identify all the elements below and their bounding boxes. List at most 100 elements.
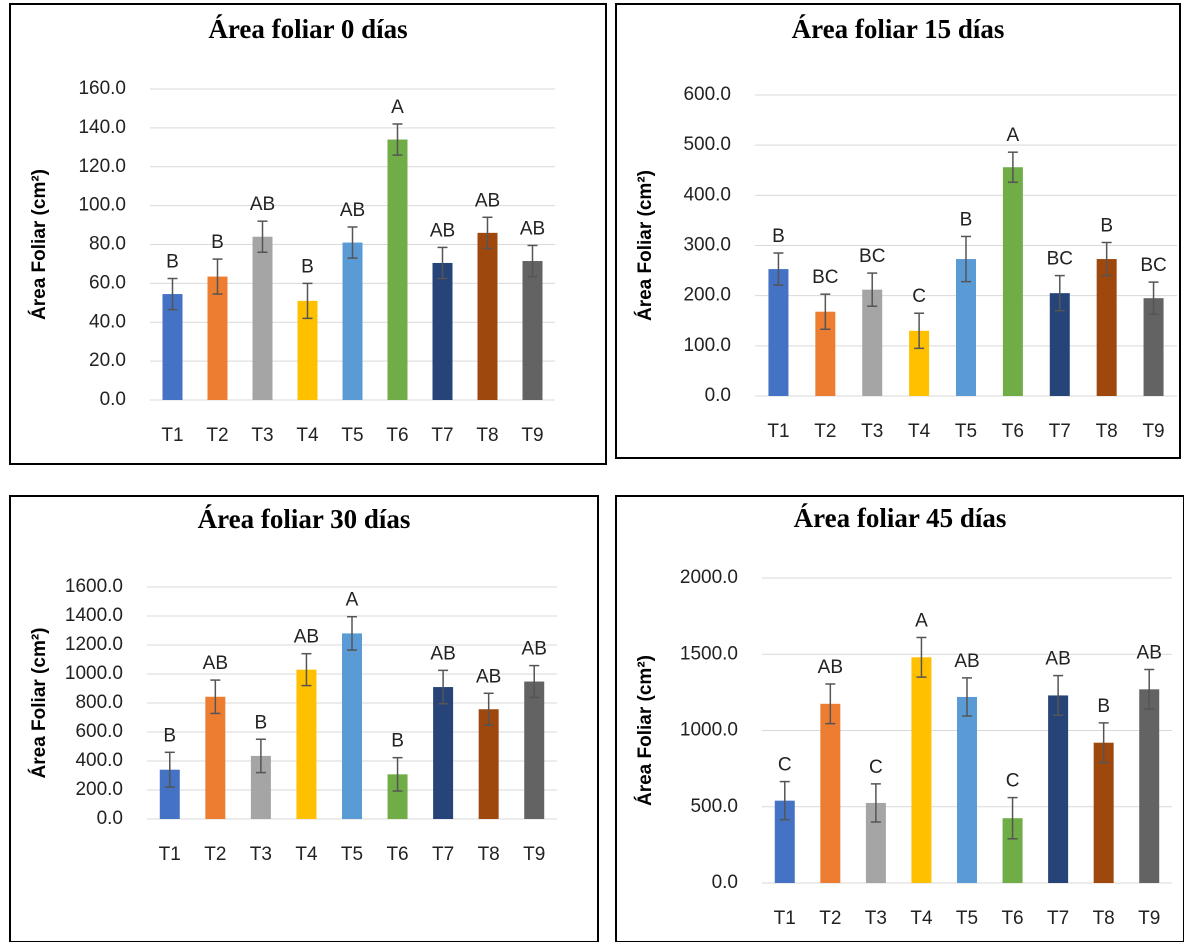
x-tick-label: T1 xyxy=(767,421,789,442)
bar xyxy=(296,669,317,819)
x-tick-label: T6 xyxy=(1001,908,1023,929)
bar xyxy=(909,330,930,396)
x-tick-label: T8 xyxy=(1093,908,1115,929)
y-tick-label: 0.0 xyxy=(712,872,738,893)
bar xyxy=(957,696,977,883)
y-tick-label: 140.0 xyxy=(78,117,126,138)
y-tick-label: 20.0 xyxy=(89,350,126,371)
significance-letter: AB xyxy=(818,657,843,678)
bar xyxy=(1139,689,1160,883)
chart-frame xyxy=(615,3,1181,459)
x-tick-label: T9 xyxy=(1142,421,1164,442)
x-tick-label: T1 xyxy=(159,844,181,865)
bar xyxy=(342,242,363,400)
x-tick-label: T4 xyxy=(295,844,318,865)
bar xyxy=(433,687,454,819)
y-tick-label: 600.0 xyxy=(683,84,731,105)
bar xyxy=(774,800,795,883)
significance-letter: B xyxy=(960,209,973,230)
y-axis-label: Área Foliar (cm²) xyxy=(634,655,656,806)
bar xyxy=(524,681,545,819)
bar xyxy=(1143,298,1164,396)
y-tick-label: 0.0 xyxy=(100,389,126,410)
chart-title: Área foliar 30 días xyxy=(198,504,411,534)
bar xyxy=(1002,167,1023,396)
y-axis-label: Área Foliar (cm²) xyxy=(28,628,50,779)
chart: Área foliar 30 días Área Foliar (cm²) 0.0 2… xyxy=(9,495,599,943)
x-tick-label: T6 xyxy=(1002,421,1024,442)
y-tick-label: 0.0 xyxy=(705,385,731,406)
y-tick-label: 100.0 xyxy=(78,195,126,216)
significance-letter: B xyxy=(255,712,268,733)
significance-letter: AB xyxy=(475,190,500,211)
x-tick-label: T3 xyxy=(251,425,273,446)
x-tick-label: T7 xyxy=(431,425,453,446)
bar xyxy=(862,289,883,396)
x-tick-label: T9 xyxy=(1138,908,1160,929)
chart-title: Área foliar 15 días xyxy=(792,14,1005,44)
significance-letter: AB xyxy=(1137,643,1162,664)
significance-letter: AB xyxy=(476,666,501,687)
y-tick-label: 1600.0 xyxy=(65,576,123,597)
bar xyxy=(162,294,183,400)
significance-letter: B xyxy=(772,226,785,247)
significance-letter: AB xyxy=(203,653,228,674)
significance-letter: B xyxy=(1100,216,1113,237)
y-tick-label: 2000.0 xyxy=(680,567,738,588)
y-tick-label: 200.0 xyxy=(683,285,731,306)
bar xyxy=(522,261,543,400)
bar xyxy=(432,262,453,400)
y-tick-label: 1000.0 xyxy=(680,720,738,741)
significance-letter: AB xyxy=(340,200,365,221)
x-tick-label: T3 xyxy=(861,421,883,442)
y-tick-label: 400.0 xyxy=(75,750,123,771)
bar xyxy=(478,709,499,819)
x-tick-label: T3 xyxy=(865,908,887,929)
y-axis-label: Área Foliar (cm²) xyxy=(634,170,656,321)
significance-letter: BC xyxy=(859,246,885,267)
significance-letter: B xyxy=(1097,696,1110,717)
x-tick-label: T1 xyxy=(774,908,796,929)
bar xyxy=(297,300,318,400)
significance-letter: A xyxy=(1007,125,1020,146)
y-tick-label: 800.0 xyxy=(75,692,123,713)
x-tick-label: T3 xyxy=(250,844,272,865)
y-tick-label: 100.0 xyxy=(683,335,731,356)
x-tick-label: T2 xyxy=(204,844,226,865)
x-tick-label: T7 xyxy=(1047,908,1069,929)
chart: Área foliar 0 días Área Foliar (cm²) 0.0 20… xyxy=(9,3,607,465)
x-tick-label: T8 xyxy=(478,844,500,865)
y-tick-label: 120.0 xyxy=(78,156,126,177)
bar xyxy=(1093,742,1114,883)
chart: Área foliar 45 días Área Foliar (cm²) 0.0 5… xyxy=(615,495,1184,943)
x-tick-label: T4 xyxy=(910,908,933,929)
bar xyxy=(387,139,408,400)
x-tick-label: T5 xyxy=(341,844,363,865)
y-tick-label: 80.0 xyxy=(89,234,126,255)
y-axis-label: Área Foliar (cm²) xyxy=(28,169,50,320)
significance-letter: AB xyxy=(294,627,319,648)
x-tick-label: T1 xyxy=(161,425,183,446)
bar xyxy=(159,769,180,819)
bar xyxy=(342,633,362,819)
significance-letter: C xyxy=(778,755,792,776)
x-tick-label: T5 xyxy=(956,908,978,929)
y-tick-label: 500.0 xyxy=(690,796,738,817)
bar xyxy=(1096,259,1117,396)
x-tick-label: T6 xyxy=(386,844,408,865)
bar xyxy=(911,657,932,883)
bar xyxy=(820,703,841,883)
significance-letter: B xyxy=(301,256,314,277)
significance-letter: BC xyxy=(812,267,838,288)
significance-letter: AB xyxy=(1045,649,1070,670)
significance-letter: AB xyxy=(430,643,455,664)
bar xyxy=(1002,818,1023,883)
chart-title: Área foliar 45 días xyxy=(794,503,1007,533)
bar xyxy=(387,774,408,819)
significance-letter: AB xyxy=(250,194,275,215)
bar xyxy=(207,276,228,400)
bar xyxy=(768,269,789,396)
x-tick-label: T2 xyxy=(206,425,228,446)
y-tick-label: 160.0 xyxy=(78,78,126,99)
